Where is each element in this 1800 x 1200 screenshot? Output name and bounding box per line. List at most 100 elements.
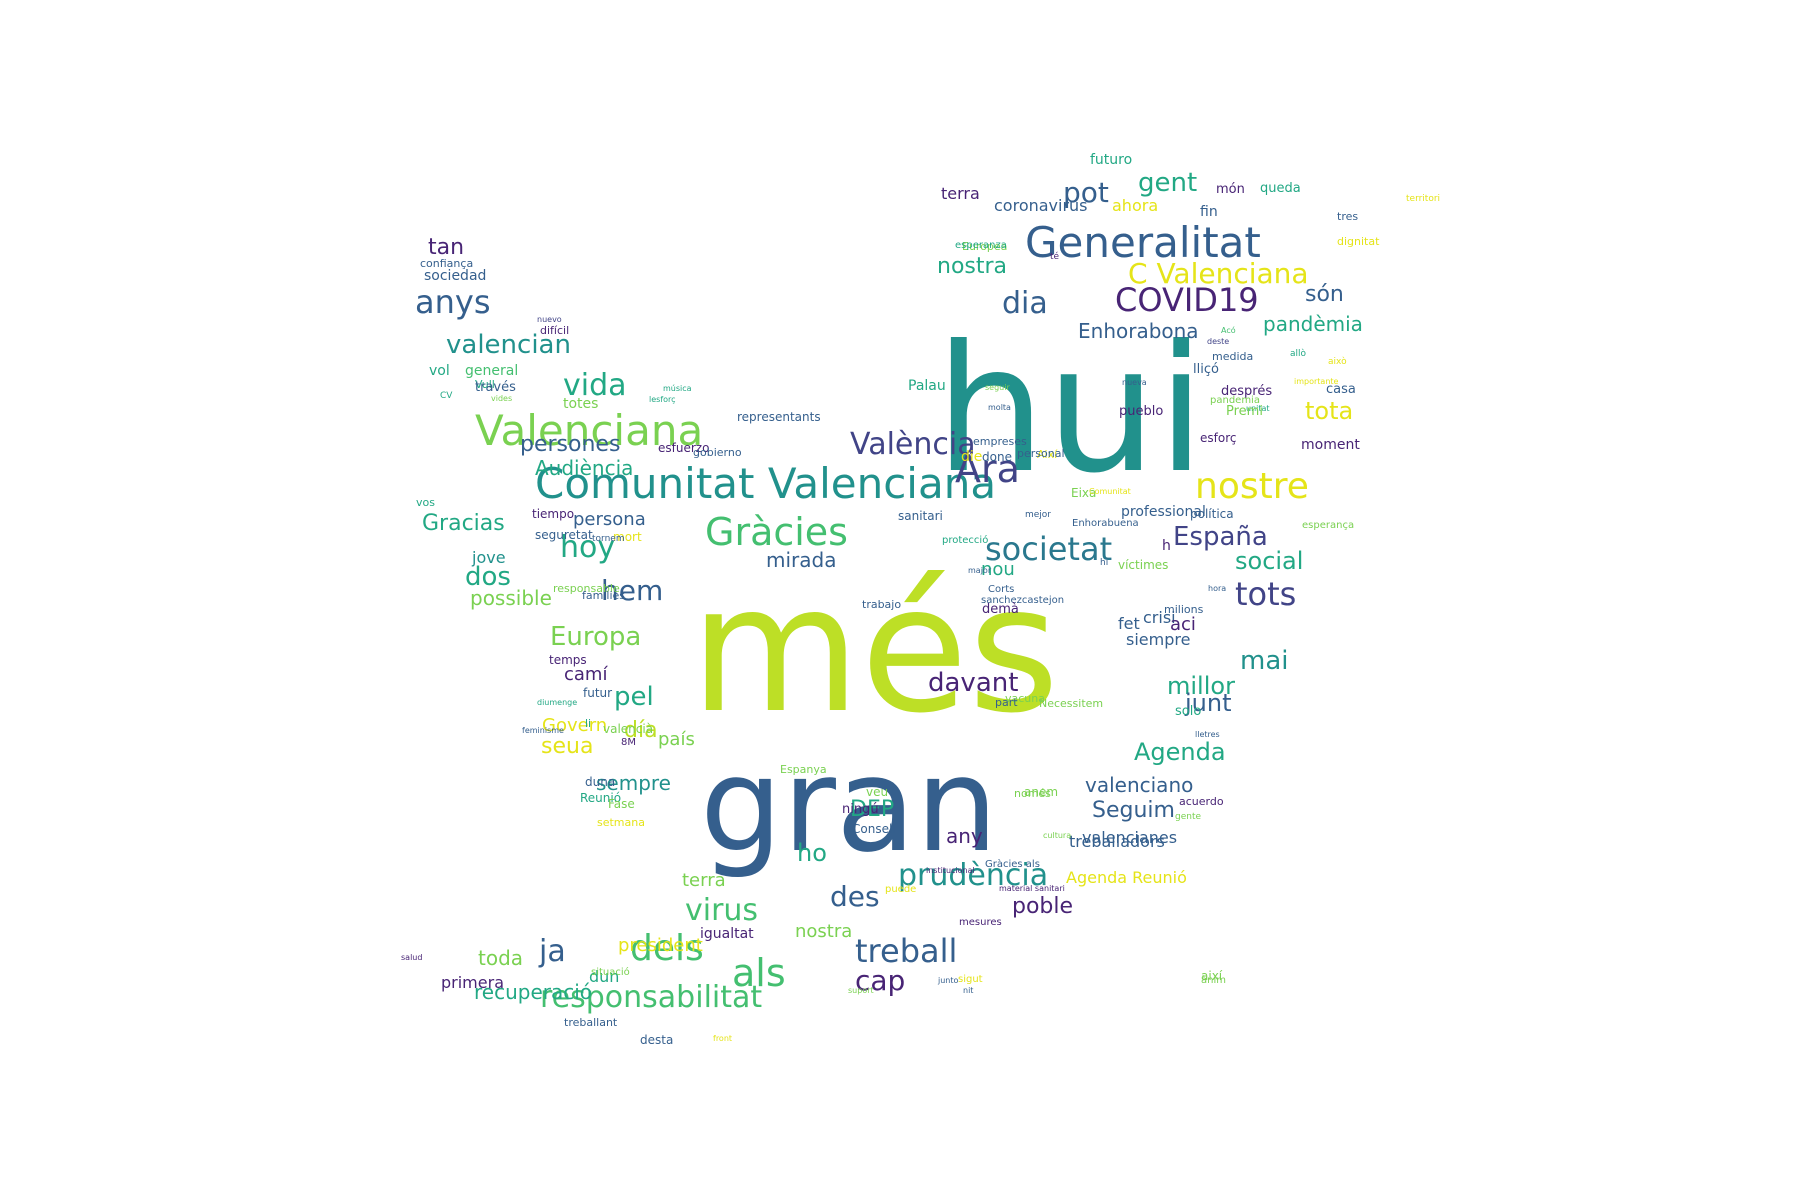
word-91: queda	[1260, 181, 1301, 196]
word-83: jove	[471, 548, 506, 567]
word-140: tiempo	[532, 507, 574, 521]
word-52: día	[624, 718, 658, 743]
word-160: demà	[982, 602, 1019, 617]
word-57: Enhorabona	[1078, 319, 1199, 343]
word-38: tota	[1305, 397, 1353, 425]
word-116: personal	[1017, 447, 1065, 460]
word-150: hi	[1100, 558, 1108, 568]
word-133: Premi	[1226, 404, 1263, 419]
word-127: casa	[1326, 382, 1356, 397]
word-73: Agenda Reunió	[1066, 868, 1187, 887]
word-92: fin	[1200, 204, 1218, 220]
word-135: moment	[1301, 437, 1360, 453]
word-152: seguretat	[535, 528, 593, 542]
word-23: vida	[563, 368, 627, 403]
word-172: part	[995, 696, 1018, 709]
word-170: 8M	[621, 737, 636, 748]
word-195: ànim	[1201, 974, 1226, 986]
word-119: allò	[1290, 348, 1307, 359]
word-54: sempre	[596, 771, 671, 795]
word-134: esforç	[1200, 431, 1236, 445]
word-20: dia	[1002, 286, 1048, 321]
word-113: done	[982, 450, 1012, 464]
word-4: Comunitat Valenciana	[535, 459, 996, 508]
word-180: Fase	[608, 797, 635, 811]
word-99: confiança	[420, 257, 473, 270]
word-10: dels	[630, 928, 704, 969]
word-137: Eixa	[1071, 486, 1096, 500]
word-15: tots	[1235, 575, 1296, 613]
word-69: treballadors	[1069, 832, 1165, 851]
word-22: hoy	[560, 530, 615, 565]
word-101: difícil	[540, 324, 569, 337]
word-40: millor	[1167, 672, 1235, 700]
word-60: mirada	[766, 548, 836, 572]
word-77: país	[658, 729, 695, 750]
word-174: diumenge	[537, 698, 577, 707]
word-13: anys	[415, 283, 491, 321]
word-67: any	[946, 824, 983, 848]
word-81: siempre	[1126, 630, 1190, 649]
word-189: material sanitari	[999, 884, 1065, 893]
word-159: famílies	[582, 589, 625, 602]
word-105: vides	[491, 394, 512, 403]
word-158: hora	[1208, 584, 1226, 593]
word-85: general	[465, 363, 518, 379]
word-154: trabajo	[862, 598, 901, 611]
word-97: Europea	[962, 240, 1007, 253]
word-35: España	[1173, 522, 1268, 552]
word-130: unitat	[1246, 404, 1270, 413]
word-151: responsable	[553, 582, 620, 595]
word-42: junt	[1184, 689, 1232, 717]
word-31: davant	[928, 668, 1018, 698]
word-124: nueva	[1122, 378, 1147, 387]
word-197: així	[1201, 969, 1223, 983]
word-29: des	[830, 880, 880, 913]
word-2: hui	[935, 309, 1205, 512]
word-120: això	[1328, 356, 1347, 367]
word-39: social	[1235, 547, 1303, 575]
word-11: nostre	[1195, 466, 1309, 507]
word-122: seguir	[985, 383, 1010, 392]
word-78: dun	[589, 967, 619, 986]
word-46: persones	[520, 432, 620, 457]
word-7: Gràcies	[705, 510, 848, 554]
word-201: front	[713, 1034, 732, 1043]
word-66: Govern	[542, 715, 607, 736]
word-93: tres	[1337, 210, 1358, 223]
word-185: cultura	[1043, 831, 1071, 840]
word-179: gente	[1175, 812, 1201, 822]
word-162: temps	[549, 653, 587, 667]
word-5: Generalitat	[1025, 218, 1261, 267]
word-79: primera	[441, 973, 504, 992]
word-98: esperanza	[955, 240, 1007, 251]
word-125: medida	[1212, 350, 1253, 363]
word-34: valencian	[446, 330, 571, 360]
word-132: pueblo	[1119, 404, 1163, 419]
word-109: totes	[563, 396, 598, 412]
word-21: responsabilitat	[540, 980, 762, 1015]
word-139: vos	[416, 496, 435, 509]
word-12: societat	[985, 530, 1112, 568]
word-111: esfuerzo	[658, 441, 709, 455]
word-141: mort	[613, 530, 642, 544]
word-53: seua	[541, 734, 593, 759]
word-62: president	[618, 935, 703, 956]
word-45: Seguim	[1092, 798, 1175, 823]
word-117: Acó	[1221, 325, 1236, 335]
word-129: pandemia	[1210, 395, 1260, 406]
word-30: cap	[855, 964, 905, 997]
word-59: Audiència	[535, 456, 633, 480]
word-9: als	[732, 951, 786, 995]
word-16: COVID19	[1115, 281, 1259, 319]
word-1: més	[690, 549, 1059, 752]
word-198: suport	[848, 986, 874, 995]
word-183: ningú	[842, 802, 879, 817]
word-118: deste	[1207, 337, 1229, 346]
word-51: possible	[470, 586, 552, 610]
word-18: virus	[685, 893, 758, 928]
word-163: futur	[583, 686, 612, 700]
word-74: camí	[564, 664, 608, 685]
word-144: política	[1190, 507, 1234, 521]
word-56: pandèmia	[1263, 312, 1363, 336]
